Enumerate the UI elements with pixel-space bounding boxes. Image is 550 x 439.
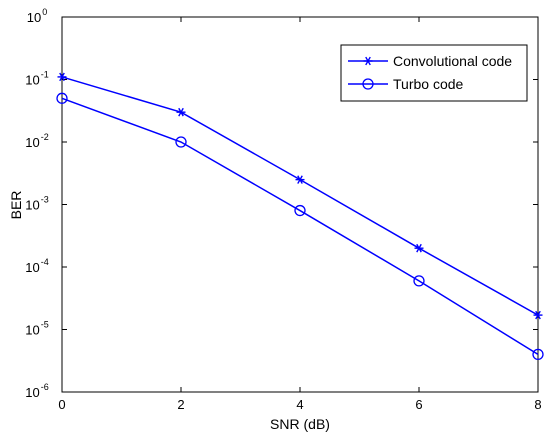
y-tick-base: 10 (25, 323, 39, 338)
x-axis-label: SNR (dB) (270, 416, 330, 432)
data-point (56, 92, 68, 104)
legend-label: Turbo code (393, 76, 464, 92)
x-tick-label: 6 (415, 397, 422, 412)
data-point (532, 348, 544, 361)
data-point (414, 243, 424, 253)
y-tick-base: 10 (25, 260, 39, 275)
data-point (57, 72, 67, 82)
series-line (61, 97, 539, 356)
y-tick-base: 10 (25, 198, 39, 213)
y-tick-base: 10 (27, 10, 41, 25)
legend-marker (362, 78, 374, 90)
legend-marker (363, 56, 373, 66)
y-tick-label: 10-1 (25, 70, 48, 88)
y-tick-exponent: -6 (41, 382, 49, 392)
y-tick-exponent: -2 (41, 132, 49, 142)
y-tick-label: 10-2 (25, 132, 48, 150)
y-tick-exponent: -5 (41, 320, 49, 330)
y-tick-base: 10 (25, 135, 39, 150)
data-point (176, 107, 186, 117)
y-tick-label: 10-6 (25, 382, 48, 400)
legend-box (340, 44, 528, 102)
series-0 (57, 72, 543, 320)
y-tick-label: 10-3 (25, 195, 48, 213)
series-layer (56, 72, 544, 361)
data-point (294, 204, 306, 217)
legend-label: Convolutional code (393, 53, 512, 69)
legend-item: Turbo code (348, 76, 464, 92)
y-tick-label: 10-4 (25, 257, 48, 275)
series-1 (56, 92, 544, 361)
x-tick-label: 2 (177, 397, 184, 412)
data-point (175, 136, 187, 148)
y-tick-base: 10 (25, 73, 39, 88)
data-point (413, 275, 425, 287)
y-tick-label: 10-5 (25, 320, 48, 338)
legend: Convolutional code Turbo code (340, 44, 528, 102)
y-axis-label: BER (8, 191, 24, 220)
y-tick-exponent: 0 (42, 7, 47, 17)
x-tick-label: 0 (58, 397, 65, 412)
data-point (533, 310, 543, 320)
x-tick-label: 4 (296, 397, 303, 412)
y-tick-label: 100 (27, 7, 47, 25)
data-point (295, 175, 305, 184)
y-tick-exponent: -1 (41, 70, 49, 80)
y-tick-exponent: -4 (41, 257, 49, 267)
y-tick-base: 10 (25, 385, 39, 400)
x-tick-label: 8 (534, 397, 541, 412)
y-tick-exponent: -3 (41, 195, 49, 205)
legend-item: Convolutional code (348, 53, 512, 69)
